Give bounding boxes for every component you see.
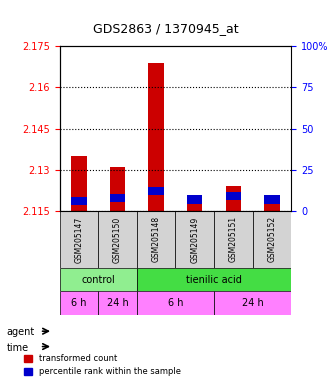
FancyBboxPatch shape — [214, 291, 291, 315]
Text: agent: agent — [7, 327, 35, 337]
Text: GSM205149: GSM205149 — [190, 216, 199, 263]
Text: 6 h: 6 h — [71, 298, 87, 308]
Text: GSM205147: GSM205147 — [74, 216, 83, 263]
Bar — [264, 195, 280, 204]
Bar — [148, 63, 164, 211]
FancyBboxPatch shape — [60, 291, 98, 315]
Bar — [226, 186, 241, 211]
FancyBboxPatch shape — [137, 291, 214, 315]
Bar — [264, 197, 280, 211]
Bar — [71, 197, 87, 205]
Text: GSM205148: GSM205148 — [152, 216, 161, 263]
Text: GSM205152: GSM205152 — [267, 216, 276, 263]
FancyBboxPatch shape — [60, 268, 137, 291]
FancyBboxPatch shape — [137, 268, 291, 291]
Text: 24 h: 24 h — [242, 298, 263, 308]
Text: 6 h: 6 h — [168, 298, 183, 308]
Bar — [71, 156, 87, 211]
Bar — [110, 194, 125, 202]
FancyBboxPatch shape — [98, 291, 137, 315]
FancyBboxPatch shape — [137, 211, 175, 268]
Bar — [110, 167, 125, 211]
FancyBboxPatch shape — [214, 211, 253, 268]
FancyBboxPatch shape — [175, 211, 214, 268]
Text: tienilic acid: tienilic acid — [186, 275, 242, 285]
Bar — [187, 197, 203, 211]
Text: GSM205150: GSM205150 — [113, 216, 122, 263]
Bar — [148, 187, 164, 195]
FancyBboxPatch shape — [98, 211, 137, 268]
Text: control: control — [81, 275, 115, 285]
Bar — [187, 195, 203, 204]
FancyBboxPatch shape — [253, 211, 291, 268]
Text: GDS2863 / 1370945_at: GDS2863 / 1370945_at — [93, 22, 238, 35]
Text: time: time — [7, 343, 29, 353]
Bar — [226, 192, 241, 200]
Legend: transformed count, percentile rank within the sample: transformed count, percentile rank withi… — [21, 351, 184, 380]
Text: 24 h: 24 h — [107, 298, 128, 308]
FancyBboxPatch shape — [60, 211, 98, 268]
Text: GSM205151: GSM205151 — [229, 216, 238, 263]
